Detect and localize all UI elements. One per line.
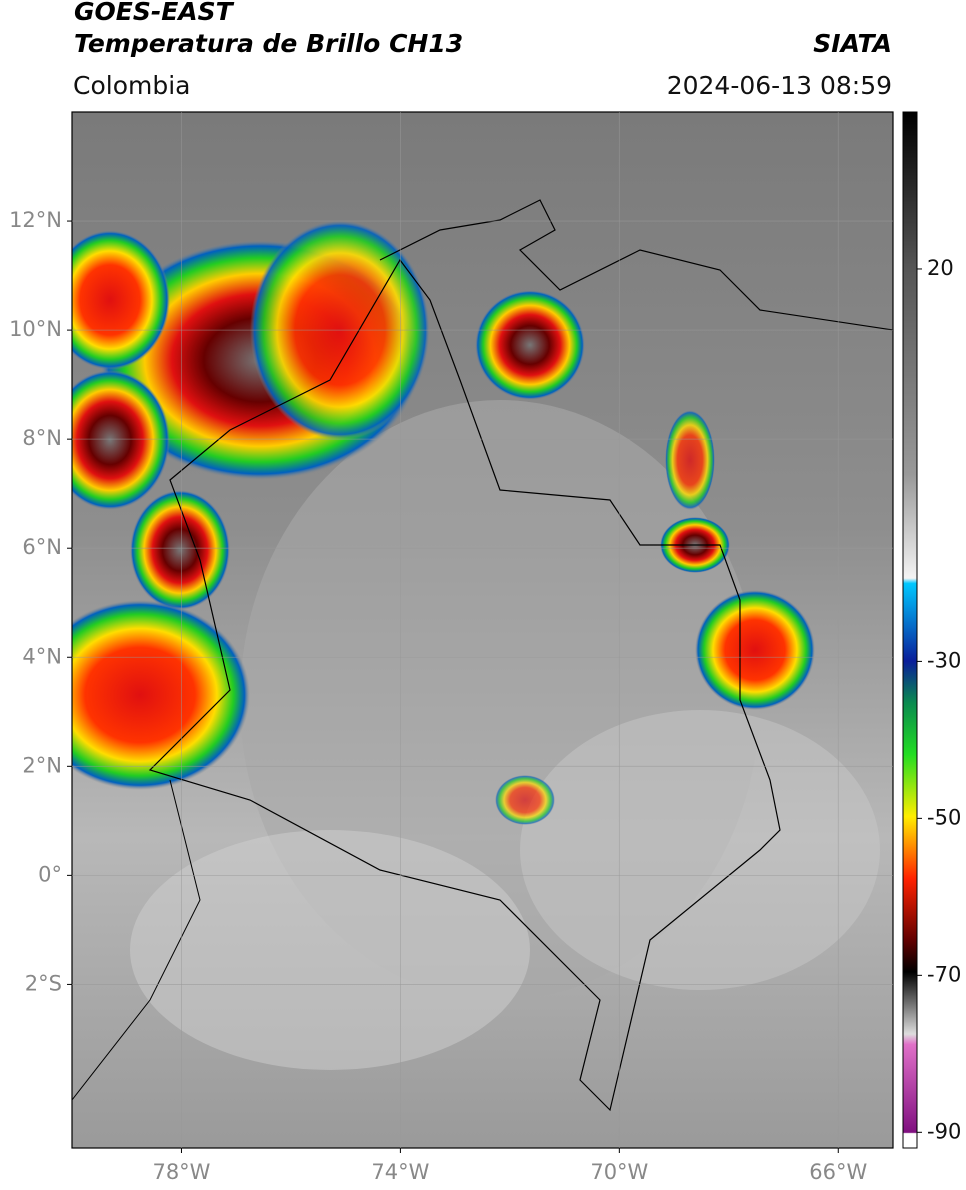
- imagery: [72, 112, 893, 1148]
- source: SIATA: [813, 29, 892, 58]
- y-tick-label: 0°: [38, 862, 62, 886]
- region: Colombia: [73, 71, 190, 100]
- x-tick-label: 78°W: [152, 1160, 210, 1184]
- y-tick-label: 8°N: [22, 426, 62, 450]
- colorbar: [902, 111, 918, 1149]
- y-tick-label: 6°N: [22, 535, 62, 559]
- colorbar-tick-label: -30: [927, 648, 961, 672]
- x-tick-label: 66°W: [809, 1160, 867, 1184]
- colorbar-tick-label: -90: [927, 1119, 961, 1143]
- y-tick-label: 4°N: [22, 644, 62, 668]
- colorbar-tick-label: -50: [927, 805, 961, 829]
- colorbar-tick-label: 20: [927, 256, 954, 280]
- title: GOES-EAST: [74, 0, 235, 26]
- subtitle: Temperatura de Brillo CH13: [74, 29, 463, 58]
- y-tick-label: 12°N: [9, 208, 62, 232]
- y-tick-label: 10°N: [9, 317, 62, 341]
- colorbar-tick-label: -70: [927, 962, 961, 986]
- map-frame: [71, 111, 894, 1149]
- y-tick-label: 2°N: [22, 753, 62, 777]
- y-tick-label: 2°S: [25, 971, 62, 995]
- datetime: 2024-06-13 08:59: [667, 71, 892, 100]
- x-tick-label: 70°W: [590, 1160, 648, 1184]
- x-tick-label: 74°W: [371, 1160, 429, 1184]
